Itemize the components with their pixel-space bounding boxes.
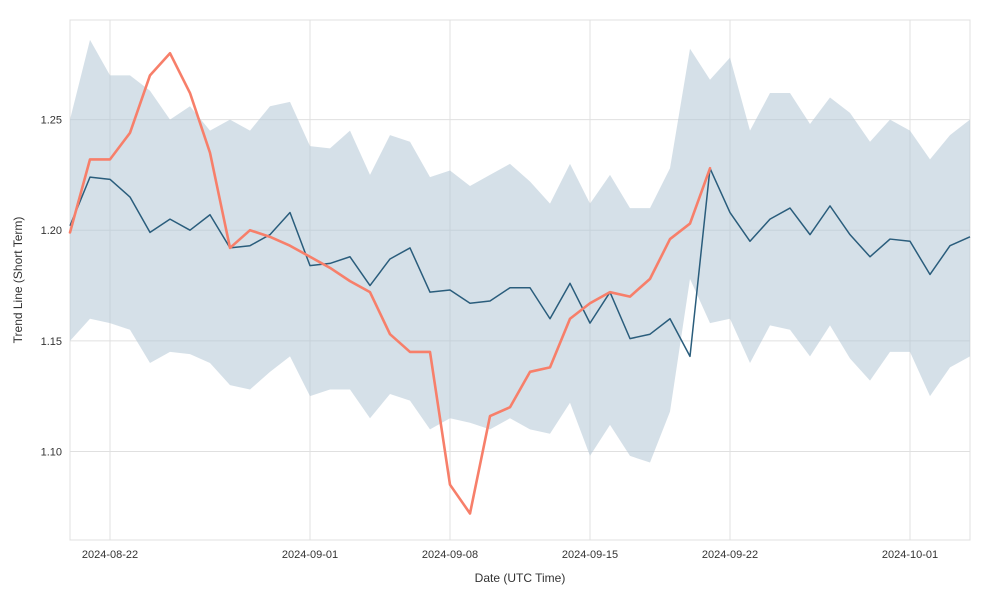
x-tick-label: 2024-09-08 xyxy=(422,549,478,561)
confidence-band xyxy=(70,40,970,463)
y-tick-label: 1.10 xyxy=(41,446,62,458)
y-tick-label: 1.25 xyxy=(41,115,62,127)
trend-chart: 1.10 1.15 1.20 1.25 2024-08-22 2024-09-01 2024… xyxy=(0,0,1000,600)
chart-svg: 1.10 1.15 1.20 1.25 2024-08-22 2024-09-01 2024… xyxy=(0,0,1000,600)
y-axis-label: Trend Line (Short Term) xyxy=(11,217,25,344)
x-tick-label: 2024-08-22 xyxy=(82,549,138,561)
y-tick-label: 1.20 xyxy=(41,225,62,237)
x-tick-label: 2024-09-01 xyxy=(282,549,338,561)
x-tick-label: 2024-10-01 xyxy=(882,549,938,561)
x-axis-label: Date (UTC Time) xyxy=(475,571,566,585)
y-tick-label: 1.15 xyxy=(41,336,62,348)
x-tick-label: 2024-09-15 xyxy=(562,549,618,561)
x-tick-label: 2024-09-22 xyxy=(702,549,758,561)
